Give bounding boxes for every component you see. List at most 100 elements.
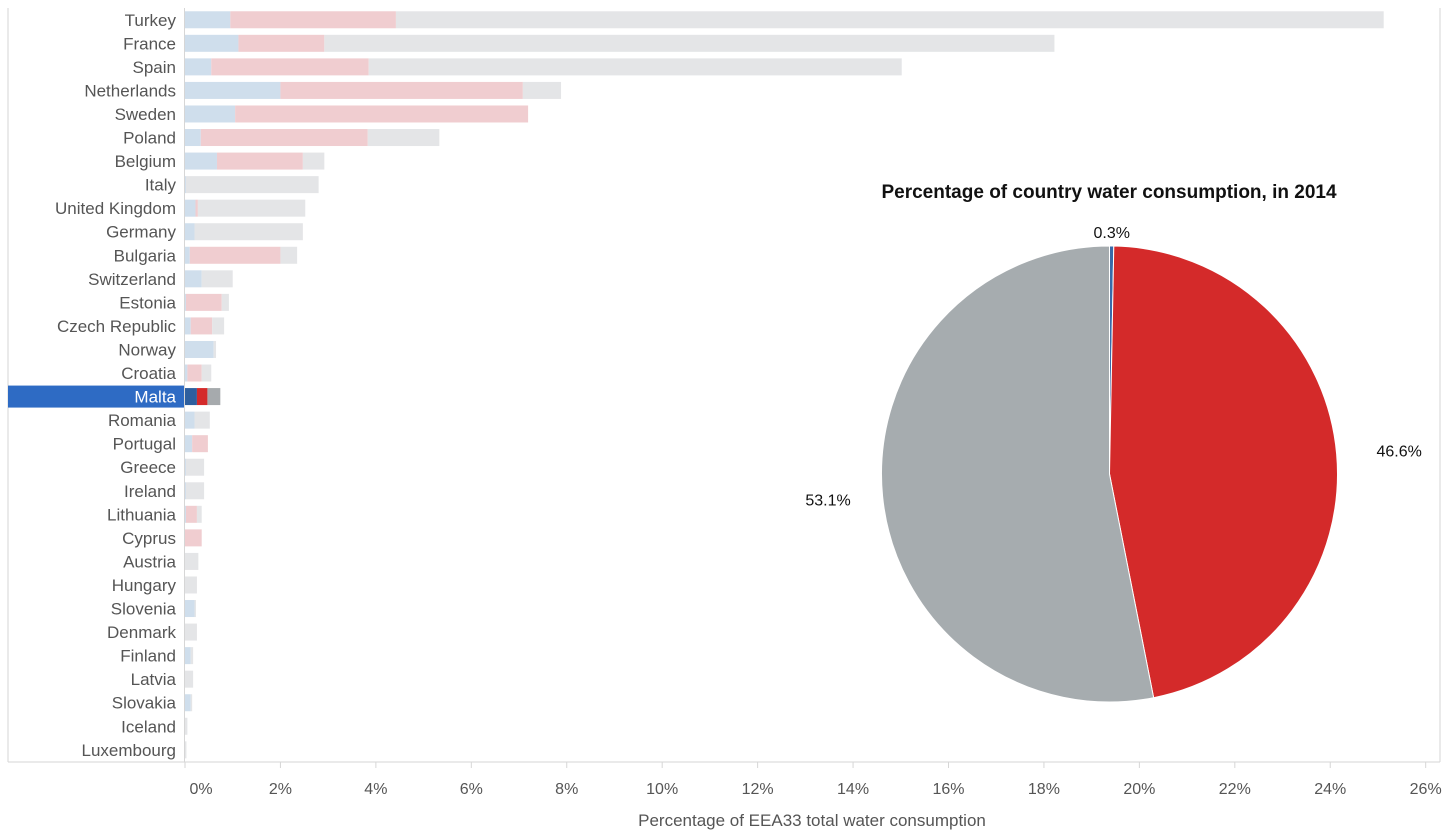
category-label-croatia[interactable]: Croatia: [121, 364, 176, 383]
bar-switzerland-segment-3[interactable]: [201, 270, 233, 288]
bar-norway-segment-3[interactable]: [213, 340, 217, 358]
bar-sweden-segment-2[interactable]: [235, 105, 529, 123]
bar-slovenia-segment-1[interactable]: [185, 600, 195, 618]
bar-estonia-segment-3[interactable]: [221, 293, 229, 311]
category-label-czech-republic[interactable]: Czech Republic: [57, 317, 177, 336]
bar-italy-segment-3[interactable]: [185, 176, 319, 194]
bar-iceland-segment-3[interactable]: [185, 717, 188, 735]
selected-row-highlight[interactable]: [8, 385, 184, 408]
category-label-italy[interactable]: Italy: [145, 176, 177, 195]
bar-finland-segment-3[interactable]: [190, 647, 194, 665]
category-label-turkey[interactable]: Turkey: [125, 11, 177, 30]
bar-poland-segment-2[interactable]: [200, 129, 368, 147]
bar-czech-republic-segment-1[interactable]: [185, 317, 191, 335]
bar-greece-segment-3[interactable]: [185, 458, 205, 476]
bar-romania-segment-1[interactable]: [185, 411, 195, 429]
bar-turkey-segment-1[interactable]: [185, 11, 231, 29]
pie-slice-2[interactable]: [1108, 245, 1338, 699]
bar-united-kingdom-segment-3[interactable]: [197, 199, 306, 217]
bar-czech-republic-segment-3[interactable]: [212, 317, 225, 335]
bar-poland-segment-3[interactable]: [367, 129, 440, 147]
bar-portugal-segment-1[interactable]: [185, 435, 193, 453]
category-label-sweden[interactable]: Sweden: [115, 105, 176, 124]
category-label-slovakia[interactable]: Slovakia: [112, 694, 177, 713]
bar-norway-segment-1[interactable]: [185, 340, 214, 358]
bar-spain-segment-2[interactable]: [211, 58, 369, 76]
bar-bulgaria-segment-1[interactable]: [185, 246, 190, 264]
pie-slice-3[interactable]: [881, 245, 1155, 703]
bar-bulgaria-segment-2[interactable]: [189, 246, 281, 264]
bar-poland-segment-1[interactable]: [185, 129, 201, 147]
bar-czech-republic-segment-2[interactable]: [190, 317, 213, 335]
category-label-luxembourg[interactable]: Luxembourg: [81, 741, 176, 760]
bar-luxembourg-segment-3[interactable]: [185, 741, 187, 759]
bar-hungary-segment-3[interactable]: [185, 576, 197, 594]
bar-germany-segment-1[interactable]: [185, 223, 195, 241]
category-label-norway[interactable]: Norway: [118, 340, 176, 359]
bar-belgium-segment-1[interactable]: [185, 152, 217, 170]
category-label-poland[interactable]: Poland: [123, 129, 176, 148]
bar-belgium-segment-2[interactable]: [216, 152, 303, 170]
category-label-greece[interactable]: Greece: [120, 458, 176, 477]
bar-spain-segment-1[interactable]: [185, 58, 212, 76]
category-label-germany[interactable]: Germany: [106, 223, 176, 242]
category-label-malta[interactable]: Malta: [134, 388, 176, 407]
bar-cyprus-segment-2[interactable]: [185, 529, 202, 547]
category-label-ireland[interactable]: Ireland: [124, 482, 176, 501]
category-label-estonia[interactable]: Estonia: [119, 293, 176, 312]
category-label-romania[interactable]: Romania: [108, 411, 177, 430]
category-label-belgium[interactable]: Belgium: [115, 152, 176, 171]
bar-united-kingdom-segment-2[interactable]: [195, 199, 198, 217]
bar-bulgaria-segment-3[interactable]: [280, 246, 298, 264]
bar-croatia-segment-1[interactable]: [185, 364, 188, 382]
bar-spain-segment-3[interactable]: [368, 58, 902, 76]
bar-malta-segment-3[interactable]: [207, 388, 221, 406]
bar-croatia-segment-3[interactable]: [201, 364, 212, 382]
bar-france-segment-3[interactable]: [324, 34, 1055, 52]
bar-lithuania-segment-3[interactable]: [196, 505, 202, 523]
bar-slovenia-segment-3[interactable]: [194, 600, 196, 618]
category-label-france[interactable]: France: [123, 34, 176, 53]
bar-netherlands-segment-3[interactable]: [522, 81, 562, 99]
bar-italy-segment-1[interactable]: [185, 176, 186, 194]
bar-france-segment-1[interactable]: [185, 34, 239, 52]
bar-germany-segment-3[interactable]: [194, 223, 303, 241]
bar-united-kingdom-segment-1[interactable]: [185, 199, 196, 217]
bar-austria-segment-3[interactable]: [185, 552, 199, 570]
category-label-united-kingdom[interactable]: United Kingdom: [55, 199, 176, 218]
bar-turkey-segment-3[interactable]: [395, 11, 1384, 29]
bar-slovakia-segment-3[interactable]: [190, 694, 193, 712]
bar-denmark-segment-3[interactable]: [185, 623, 197, 641]
category-label-latvia[interactable]: Latvia: [131, 670, 177, 689]
bar-estonia-segment-1[interactable]: [185, 293, 186, 311]
bar-slovakia-segment-1[interactable]: [185, 694, 191, 712]
category-label-spain[interactable]: Spain: [133, 58, 176, 77]
category-label-bulgaria[interactable]: Bulgaria: [114, 246, 177, 265]
bar-turkey-segment-2[interactable]: [230, 11, 396, 29]
category-label-iceland[interactable]: Iceland: [121, 717, 176, 736]
bar-netherlands-segment-1[interactable]: [185, 81, 281, 99]
category-label-hungary[interactable]: Hungary: [112, 576, 177, 595]
bar-portugal-segment-2[interactable]: [192, 435, 208, 453]
bar-ireland-segment-1[interactable]: [185, 482, 186, 500]
bar-romania-segment-3[interactable]: [194, 411, 210, 429]
bar-belgium-segment-3[interactable]: [302, 152, 325, 170]
bar-switzerland-segment-1[interactable]: [185, 270, 202, 288]
bar-finland-segment-1[interactable]: [185, 647, 191, 665]
category-label-lithuania[interactable]: Lithuania: [107, 505, 177, 524]
bar-estonia-segment-2[interactable]: [185, 293, 222, 311]
category-label-slovenia[interactable]: Slovenia: [111, 600, 177, 619]
bar-greece-segment-1[interactable]: [185, 458, 186, 476]
category-label-finland[interactable]: Finland: [120, 647, 176, 666]
bar-malta-segment-2[interactable]: [196, 388, 208, 406]
category-label-portugal[interactable]: Portugal: [113, 435, 176, 454]
bar-france-segment-2[interactable]: [238, 34, 325, 52]
bar-malta-segment-1[interactable]: [185, 388, 197, 406]
bar-lithuania-segment-1[interactable]: [185, 505, 186, 523]
category-label-switzerland[interactable]: Switzerland: [88, 270, 176, 289]
bar-sweden-segment-1[interactable]: [185, 105, 236, 123]
bar-netherlands-segment-2[interactable]: [280, 81, 523, 99]
category-label-denmark[interactable]: Denmark: [107, 623, 176, 642]
category-label-netherlands[interactable]: Netherlands: [84, 81, 176, 100]
bar-lithuania-segment-2[interactable]: [185, 505, 197, 523]
